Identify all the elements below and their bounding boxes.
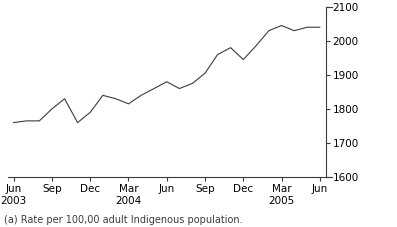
Text: (a) Rate per 100,00 adult Indigenous population.: (a) Rate per 100,00 adult Indigenous pop… xyxy=(4,215,243,225)
